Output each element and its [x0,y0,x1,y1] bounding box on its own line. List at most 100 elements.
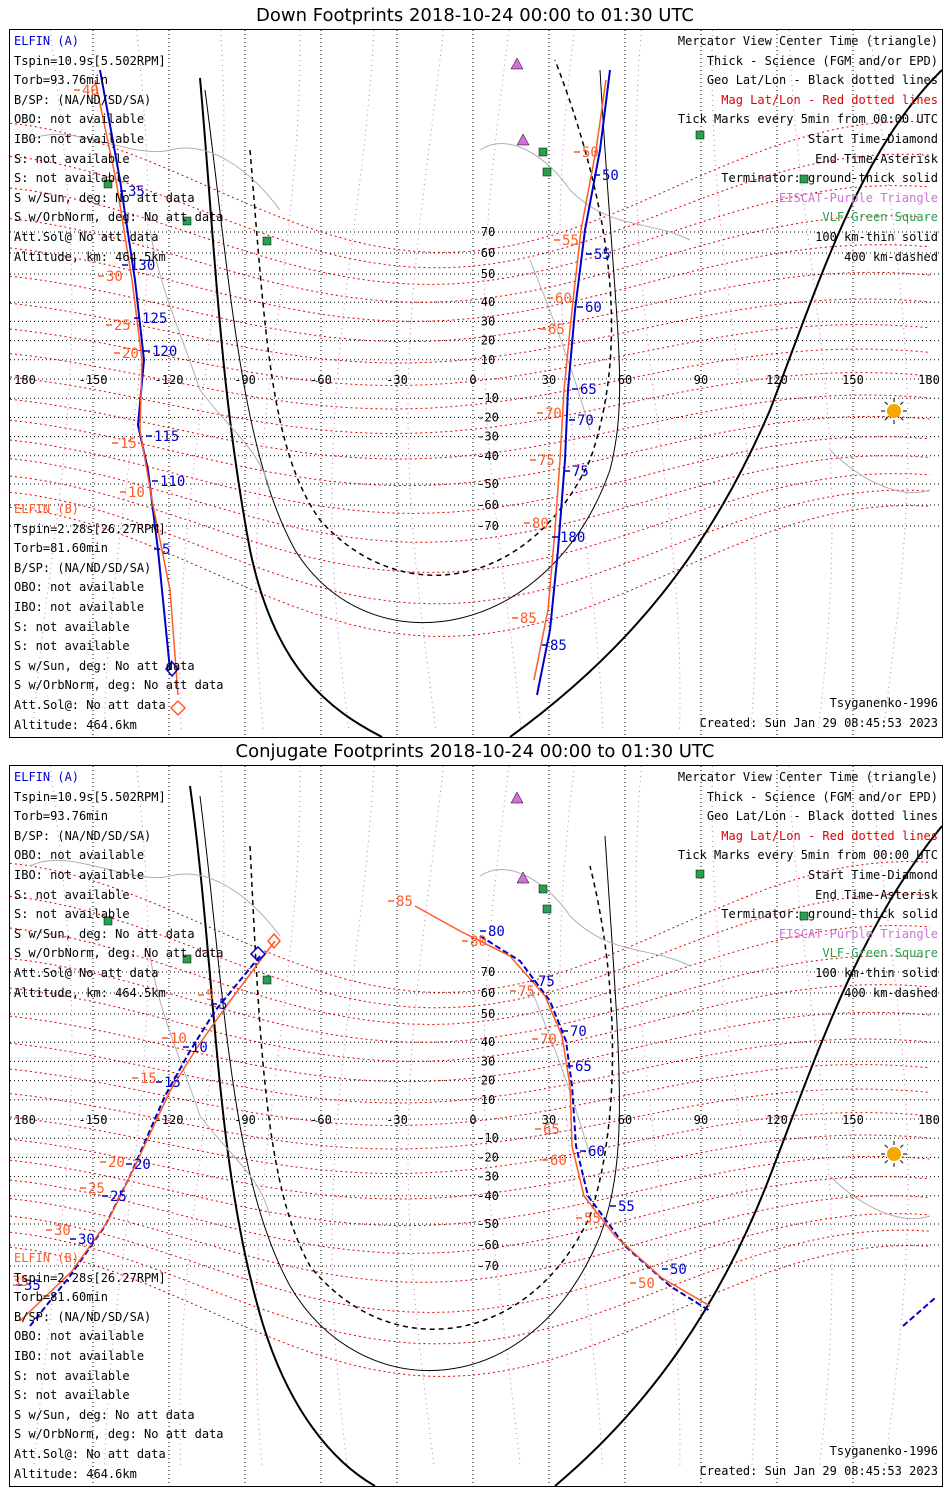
mag-grid-longitude [788,30,833,731]
mag-grid-latitude [10,298,931,364]
lon-tick-label: 150 [842,373,864,387]
lon-tick-label: -30 [386,1113,408,1127]
elfin-a-line: OBO: not available [14,848,145,863]
lon-tick-label: 150 [842,1113,864,1127]
mag-grid-longitude [255,30,301,731]
lat-tick-label: -50 [477,1217,499,1231]
elfin-a-line: Att.Sol@ No att data [14,965,159,980]
model-label: Tsyganenko-1996 [829,1444,938,1458]
elfin-a-tick-label: 20 [134,1157,151,1173]
panel-title-down: Down Footprints 2018-10-24 00:00 to 01:3… [256,5,694,26]
mag-grid-longitude [407,766,444,1467]
elfin-b-line: Att.Sol@: No att data [14,1446,166,1461]
coastline [829,449,931,494]
elfin-a-tick-label: 115 [154,429,179,445]
elfin-a-tick-label: 35 [24,1278,41,1294]
elfin-b-line: Torb=81.60min [14,1290,108,1305]
map-panel-conjugate: 180 -150 -120 -90 -60 -30 0 30 60 90 120 150 180 70 60… [9,765,943,1487]
vlf-square [262,975,272,985]
lat-tick-label: -10 [477,391,499,405]
legend-item: Mag Lat/Lon - Red dotted lines [721,828,938,843]
elfin-a-info-down: ELFIN (A) Tspin=10.9s[5.502RPM] Torb=93.… [14,32,224,267]
coastline [529,985,591,1157]
mag-grid-latitude [10,1134,931,1200]
vlf-square [695,869,705,879]
mag-grid-longitude [635,766,681,1467]
elfin-b-line: Altitude: 464.6km [14,717,137,732]
terminator-ground [509,69,942,737]
mag-grid-longitude [711,30,757,731]
elfin-b-line: B/SP: (NA/ND/SD/SA) [14,1309,152,1324]
lon-tick-label: -30 [386,373,408,387]
elfin-b-track [414,905,711,1307]
elfin-b-tick-label: 35 [12,1274,29,1290]
vlf-square [103,916,113,926]
legend-item: VLF-Green Square [822,946,938,961]
elfin-a-tick-label: 75 [538,974,555,990]
legend-item: EISCAT-Purple Triangle [779,190,938,205]
terminator-ground [189,785,376,1486]
eiscat-triangle [516,133,530,146]
mag-grid-longitude [559,30,604,731]
lon-tick-label: 60 [618,373,632,387]
mag-grid-latitude [10,372,931,435]
elfin-b-line: S w/OrbNorm, deg: No att data [14,1427,224,1442]
elfin-a-line: S w/OrbNorm, deg: No att data [14,210,224,225]
elfin-b-tick-label: 25 [114,318,131,334]
eiscat-triangle [510,791,524,804]
mag-grid-latitude [10,925,931,1026]
lat-tick-label: 60 [481,246,495,260]
elfin-b-tick-label: 10 [128,485,145,501]
elfin-a-tick-label: 50 [602,168,619,184]
legend-item: Start Time-Diamond [807,867,938,882]
lon-tick-label: 180 [14,1113,36,1127]
legend-item: End Time-Asterisk [815,151,938,166]
lat-tick-label: 50 [481,267,495,281]
lat-tick-label: -40 [477,449,499,463]
elfin-b-tick-label: 80 [470,934,487,950]
legend-item: Geo Lat/Lon - Black dotted lines [706,73,938,88]
terminator-100km [204,69,621,624]
mag-grid-longitude [103,30,149,731]
lat-tick-label: 10 [481,1093,495,1107]
mag-grid-latitude [10,348,931,410]
lon-tick-label: -90 [234,1113,256,1127]
elfin-a-line: S w/Sun, deg: No att data [14,190,195,205]
elfin-b-line: IBO: not available [14,599,145,614]
elfin-b-tick-label: 30 [54,1223,71,1239]
sun-icon [887,1147,901,1161]
elfin-b-line: Altitude: 464.6km [14,1466,137,1481]
elfin-b-track [533,79,607,681]
start-diamond [169,699,187,717]
elfin-a-tick-label: 130 [130,258,155,274]
elfin-b-name: ELFIN (B) [14,502,80,516]
elfin-a-tick-label: 55 [594,247,611,263]
legend-item: Mercator View Center Time (triangle) [677,770,938,784]
elfin-a-line: Att.Sol@ No att data [14,229,159,244]
terminator-ground [554,825,942,1486]
elfin-a-tick-label: 125 [142,311,167,327]
elfin-a-line: S: not available [14,171,130,186]
mag-grid-latitude [10,1038,931,1104]
elfin-b-tick-label: 10 [170,1031,187,1047]
elfin-a-track [29,955,261,1327]
elfin-b-tick-label: 70 [545,406,562,422]
legend-item: EISCAT-Purple Triangle [779,926,938,941]
legend-down: Mercator View Center Time (triangle) Thi… [678,32,938,267]
mag-grid-latitude [10,1195,931,1283]
model-label: Tsyganenko-1996 [829,696,938,710]
elfin-b-line: S: not available [14,1368,130,1383]
lat-tick-label: 70 [481,965,495,979]
mag-grid-longitude [33,766,73,1467]
mag-grid-latitude [10,860,931,993]
legend-item: Mercator View Center Time (triangle) [677,34,938,48]
legend-item: Terminator: ground-thick solid [721,907,938,922]
elfin-a-tick-label: 65 [575,1059,592,1075]
vlf-square [538,884,548,894]
lat-tick-label: 30 [481,1054,495,1068]
lon-tick-label: -60 [310,373,332,387]
elfin-a-tick-label: 70 [570,1024,587,1040]
elfin-b-tick-label: 75 [518,984,535,1000]
legend-conjugate: Mercator View Center Time (triangle) Thi… [678,768,938,1003]
lat-tick-label: -70 [477,519,499,533]
